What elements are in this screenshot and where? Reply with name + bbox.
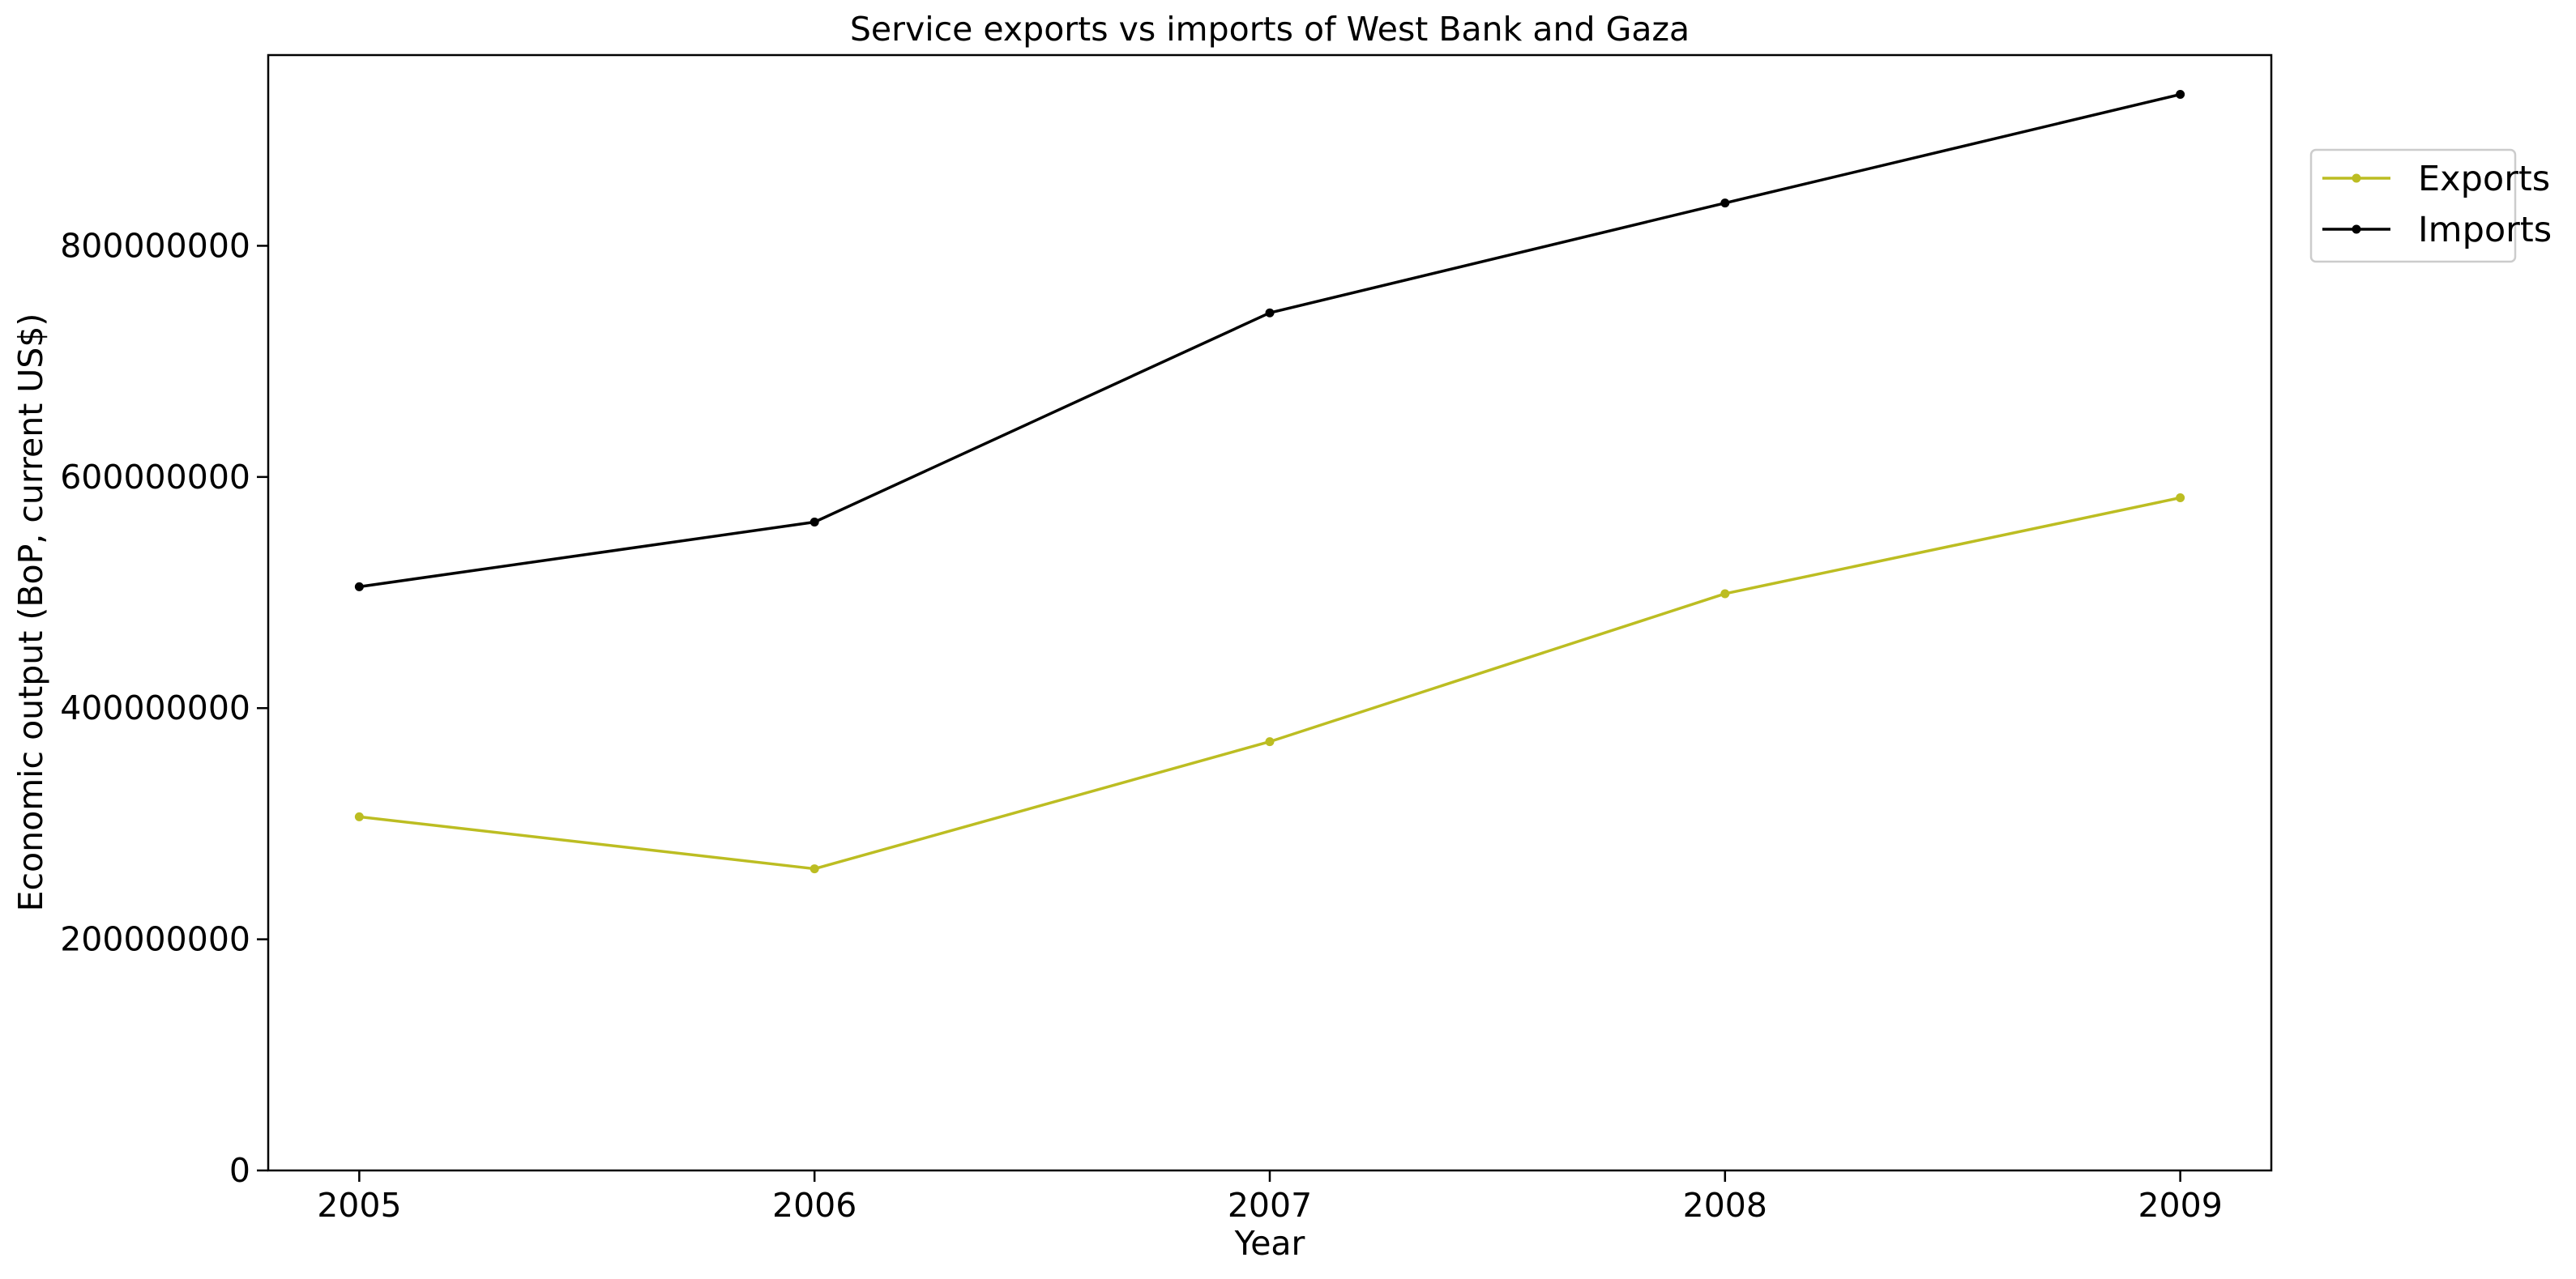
plot-area-frame xyxy=(267,53,2273,1172)
y-axis-title: Economic output (BoP, current US$) xyxy=(11,313,50,912)
x-tick-label: 2008 xyxy=(1683,1186,1767,1225)
data-point-exports-2006 xyxy=(810,864,819,874)
legend-label-exports: Exports xyxy=(2418,159,2550,199)
x-tick-label: 2009 xyxy=(2138,1186,2222,1225)
series-line-imports xyxy=(357,92,2182,589)
x-tick-label: 2005 xyxy=(317,1186,401,1225)
y-tick-label: 600000000 xyxy=(60,458,250,497)
data-point-imports-2005 xyxy=(354,582,364,591)
y-axis: 0 200000000 400000000 600000000 800000000 xyxy=(60,226,268,1190)
x-tick-label: 2006 xyxy=(772,1186,857,1225)
data-point-imports-2006 xyxy=(810,517,819,527)
series-layer xyxy=(354,90,2185,874)
x-axis: 2005 2006 2007 2008 2009 xyxy=(317,1170,2223,1225)
data-point-imports-2008 xyxy=(1720,198,1730,208)
y-tick-label: 0 xyxy=(229,1151,250,1190)
y-tick-label: 800000000 xyxy=(60,226,250,265)
legend: Exports Imports xyxy=(2309,148,2552,263)
chart-title: Service exports vs imports of West Bank … xyxy=(850,10,1690,49)
series-line-exports xyxy=(357,496,2182,871)
data-point-imports-2009 xyxy=(2176,90,2185,100)
legend-marker-imports xyxy=(2352,224,2361,234)
y-tick-label: 200000000 xyxy=(60,920,250,959)
data-point-exports-2009 xyxy=(2176,493,2185,503)
legend-marker-exports xyxy=(2352,173,2361,183)
x-tick-label: 2007 xyxy=(1228,1186,1312,1225)
data-point-exports-2007 xyxy=(1265,737,1275,747)
y-tick-label: 400000000 xyxy=(60,689,250,727)
x-axis-title: Year xyxy=(1234,1224,1305,1263)
data-point-exports-2005 xyxy=(354,812,364,821)
legend-label-imports: Imports xyxy=(2418,210,2552,250)
data-point-imports-2007 xyxy=(1265,308,1275,318)
data-point-exports-2008 xyxy=(1720,589,1730,599)
